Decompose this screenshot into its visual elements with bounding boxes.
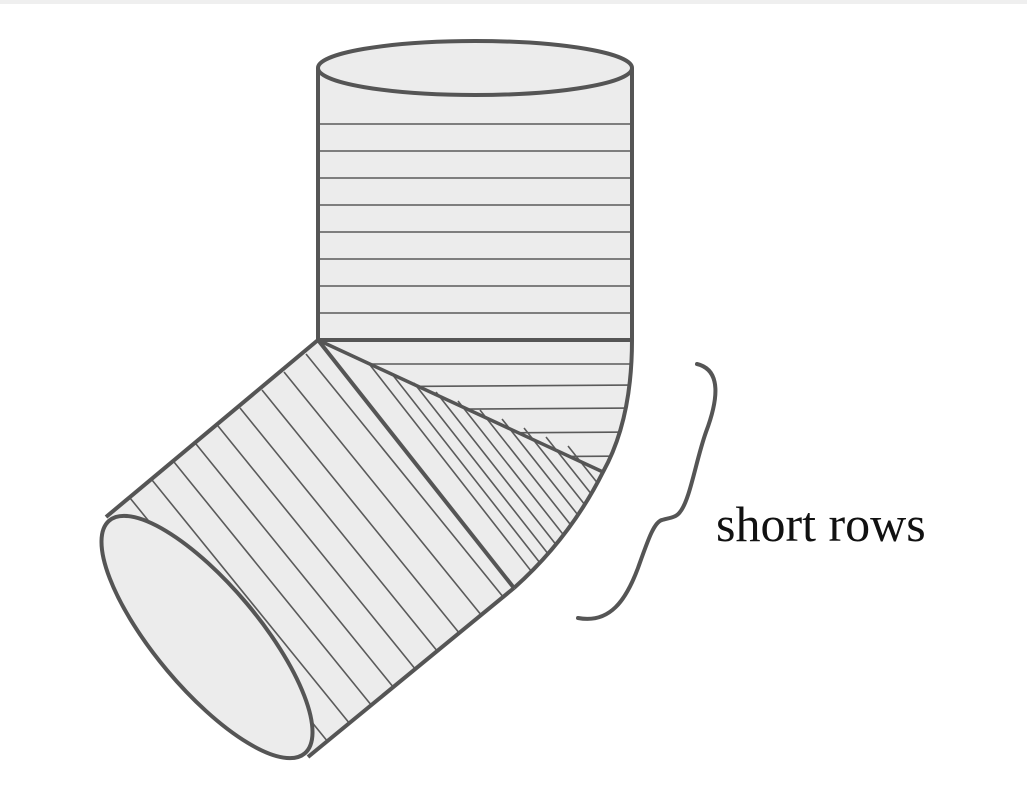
top-border [0, 0, 1027, 4]
curly-brace [576, 362, 718, 621]
bottom-opening [99, 513, 315, 761]
top-opening [316, 39, 634, 97]
short-rows-label: short rows [716, 496, 926, 552]
outer-bend-edge [512, 339, 634, 590]
lower-cylinder [99, 338, 516, 761]
upper-cylinder [316, 39, 634, 340]
